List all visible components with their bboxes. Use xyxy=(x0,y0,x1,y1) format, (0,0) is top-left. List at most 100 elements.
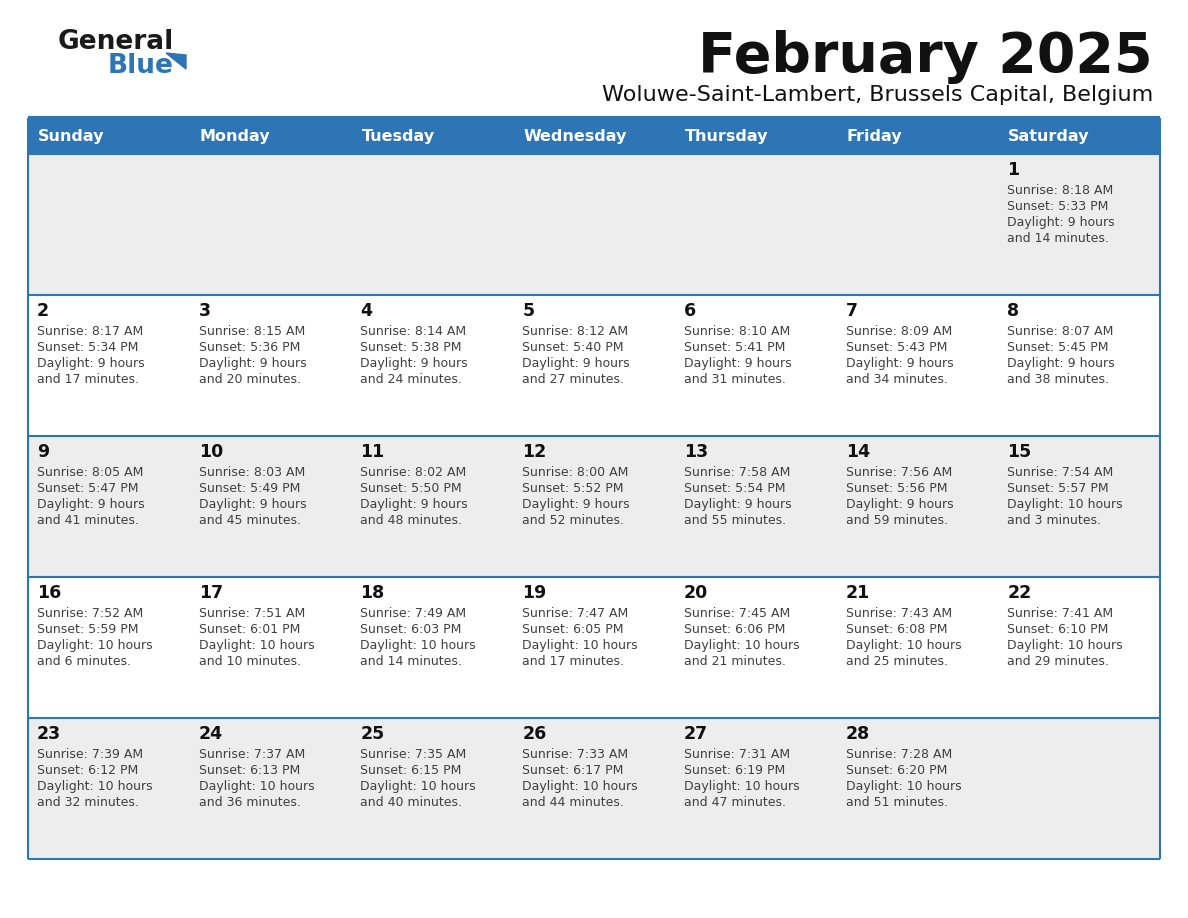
Text: Sunset: 5:54 PM: Sunset: 5:54 PM xyxy=(684,482,785,495)
Bar xyxy=(29,436,1159,577)
Text: Daylight: 10 hours: Daylight: 10 hours xyxy=(1007,498,1123,511)
Text: Daylight: 9 hours: Daylight: 9 hours xyxy=(37,357,145,370)
Text: General: General xyxy=(58,29,175,55)
Polygon shape xyxy=(166,53,187,69)
Text: Sunset: 5:47 PM: Sunset: 5:47 PM xyxy=(37,482,139,495)
Text: Sunrise: 7:43 AM: Sunrise: 7:43 AM xyxy=(846,607,952,620)
Text: and 51 minutes.: and 51 minutes. xyxy=(846,796,948,809)
Text: 27: 27 xyxy=(684,725,708,743)
Text: Sunset: 6:05 PM: Sunset: 6:05 PM xyxy=(523,623,624,636)
Text: and 10 minutes.: and 10 minutes. xyxy=(198,655,301,668)
Text: Sunset: 5:33 PM: Sunset: 5:33 PM xyxy=(1007,200,1108,213)
Text: Daylight: 10 hours: Daylight: 10 hours xyxy=(360,639,476,652)
Text: 18: 18 xyxy=(360,584,385,602)
Text: 14: 14 xyxy=(846,443,870,461)
Text: Daylight: 9 hours: Daylight: 9 hours xyxy=(523,498,630,511)
Text: Sunrise: 8:03 AM: Sunrise: 8:03 AM xyxy=(198,466,305,479)
Text: Sunset: 6:15 PM: Sunset: 6:15 PM xyxy=(360,764,462,777)
Text: Friday: Friday xyxy=(847,129,902,143)
Text: 17: 17 xyxy=(198,584,223,602)
Text: 23: 23 xyxy=(37,725,61,743)
Text: Monday: Monday xyxy=(200,129,271,143)
Text: and 14 minutes.: and 14 minutes. xyxy=(1007,232,1110,245)
Text: 3: 3 xyxy=(198,302,210,320)
Text: Saturday: Saturday xyxy=(1009,129,1089,143)
Text: Sunrise: 8:02 AM: Sunrise: 8:02 AM xyxy=(360,466,467,479)
Text: 21: 21 xyxy=(846,584,870,602)
Text: 26: 26 xyxy=(523,725,546,743)
Text: Sunrise: 8:05 AM: Sunrise: 8:05 AM xyxy=(37,466,144,479)
Text: and 25 minutes.: and 25 minutes. xyxy=(846,655,948,668)
Text: Daylight: 10 hours: Daylight: 10 hours xyxy=(198,780,315,793)
Text: 1: 1 xyxy=(1007,161,1019,179)
Text: 9: 9 xyxy=(37,443,49,461)
Text: Sunrise: 8:00 AM: Sunrise: 8:00 AM xyxy=(523,466,628,479)
Text: Sunset: 6:12 PM: Sunset: 6:12 PM xyxy=(37,764,138,777)
Text: Tuesday: Tuesday xyxy=(361,129,435,143)
Text: Sunrise: 7:31 AM: Sunrise: 7:31 AM xyxy=(684,748,790,761)
Text: and 32 minutes.: and 32 minutes. xyxy=(37,796,139,809)
Text: Daylight: 10 hours: Daylight: 10 hours xyxy=(523,639,638,652)
Text: and 14 minutes.: and 14 minutes. xyxy=(360,655,462,668)
Text: Sunset: 5:45 PM: Sunset: 5:45 PM xyxy=(1007,341,1108,354)
Text: and 38 minutes.: and 38 minutes. xyxy=(1007,373,1110,386)
Bar xyxy=(29,577,1159,718)
Text: Sunrise: 7:51 AM: Sunrise: 7:51 AM xyxy=(198,607,305,620)
Text: 6: 6 xyxy=(684,302,696,320)
Text: Sunset: 5:49 PM: Sunset: 5:49 PM xyxy=(198,482,301,495)
Text: and 52 minutes.: and 52 minutes. xyxy=(523,514,624,527)
Text: Daylight: 9 hours: Daylight: 9 hours xyxy=(523,357,630,370)
Text: 8: 8 xyxy=(1007,302,1019,320)
Text: 11: 11 xyxy=(360,443,385,461)
Text: Daylight: 9 hours: Daylight: 9 hours xyxy=(684,357,791,370)
Text: Sunset: 6:08 PM: Sunset: 6:08 PM xyxy=(846,623,947,636)
Text: Daylight: 10 hours: Daylight: 10 hours xyxy=(846,780,961,793)
Text: Sunrise: 8:15 AM: Sunrise: 8:15 AM xyxy=(198,325,305,338)
Text: Sunset: 5:34 PM: Sunset: 5:34 PM xyxy=(37,341,138,354)
Text: Sunset: 5:50 PM: Sunset: 5:50 PM xyxy=(360,482,462,495)
Text: and 24 minutes.: and 24 minutes. xyxy=(360,373,462,386)
Text: and 41 minutes.: and 41 minutes. xyxy=(37,514,139,527)
Text: and 3 minutes.: and 3 minutes. xyxy=(1007,514,1101,527)
Text: Sunrise: 7:37 AM: Sunrise: 7:37 AM xyxy=(198,748,305,761)
Text: and 17 minutes.: and 17 minutes. xyxy=(523,655,624,668)
Text: Sunset: 5:43 PM: Sunset: 5:43 PM xyxy=(846,341,947,354)
Text: 24: 24 xyxy=(198,725,223,743)
Text: Daylight: 10 hours: Daylight: 10 hours xyxy=(37,639,152,652)
Text: Sunset: 5:36 PM: Sunset: 5:36 PM xyxy=(198,341,301,354)
Text: Sunday: Sunday xyxy=(38,129,105,143)
Text: Daylight: 10 hours: Daylight: 10 hours xyxy=(684,639,800,652)
Text: Sunrise: 7:39 AM: Sunrise: 7:39 AM xyxy=(37,748,143,761)
Text: Daylight: 9 hours: Daylight: 9 hours xyxy=(198,498,307,511)
Text: 10: 10 xyxy=(198,443,223,461)
Text: 16: 16 xyxy=(37,584,62,602)
Text: Sunrise: 7:47 AM: Sunrise: 7:47 AM xyxy=(523,607,628,620)
Text: 25: 25 xyxy=(360,725,385,743)
Text: Daylight: 9 hours: Daylight: 9 hours xyxy=(37,498,145,511)
Text: Sunset: 6:06 PM: Sunset: 6:06 PM xyxy=(684,623,785,636)
Text: and 31 minutes.: and 31 minutes. xyxy=(684,373,785,386)
Text: Sunset: 5:52 PM: Sunset: 5:52 PM xyxy=(523,482,624,495)
Text: Daylight: 10 hours: Daylight: 10 hours xyxy=(360,780,476,793)
Text: 2: 2 xyxy=(37,302,49,320)
Text: 28: 28 xyxy=(846,725,870,743)
Text: and 47 minutes.: and 47 minutes. xyxy=(684,796,785,809)
Text: 20: 20 xyxy=(684,584,708,602)
Text: Daylight: 10 hours: Daylight: 10 hours xyxy=(523,780,638,793)
Text: and 20 minutes.: and 20 minutes. xyxy=(198,373,301,386)
Text: Sunrise: 8:14 AM: Sunrise: 8:14 AM xyxy=(360,325,467,338)
Text: Sunset: 5:40 PM: Sunset: 5:40 PM xyxy=(523,341,624,354)
Text: 22: 22 xyxy=(1007,584,1031,602)
Text: Daylight: 9 hours: Daylight: 9 hours xyxy=(198,357,307,370)
Text: Sunrise: 7:52 AM: Sunrise: 7:52 AM xyxy=(37,607,144,620)
Text: Wednesday: Wednesday xyxy=(523,129,626,143)
Text: Daylight: 9 hours: Daylight: 9 hours xyxy=(1007,357,1114,370)
Text: Daylight: 10 hours: Daylight: 10 hours xyxy=(37,780,152,793)
Text: 12: 12 xyxy=(523,443,546,461)
Text: 4: 4 xyxy=(360,302,372,320)
Text: Daylight: 9 hours: Daylight: 9 hours xyxy=(684,498,791,511)
Text: Daylight: 10 hours: Daylight: 10 hours xyxy=(684,780,800,793)
Text: Sunrise: 8:09 AM: Sunrise: 8:09 AM xyxy=(846,325,952,338)
Text: Daylight: 10 hours: Daylight: 10 hours xyxy=(846,639,961,652)
Text: and 55 minutes.: and 55 minutes. xyxy=(684,514,786,527)
